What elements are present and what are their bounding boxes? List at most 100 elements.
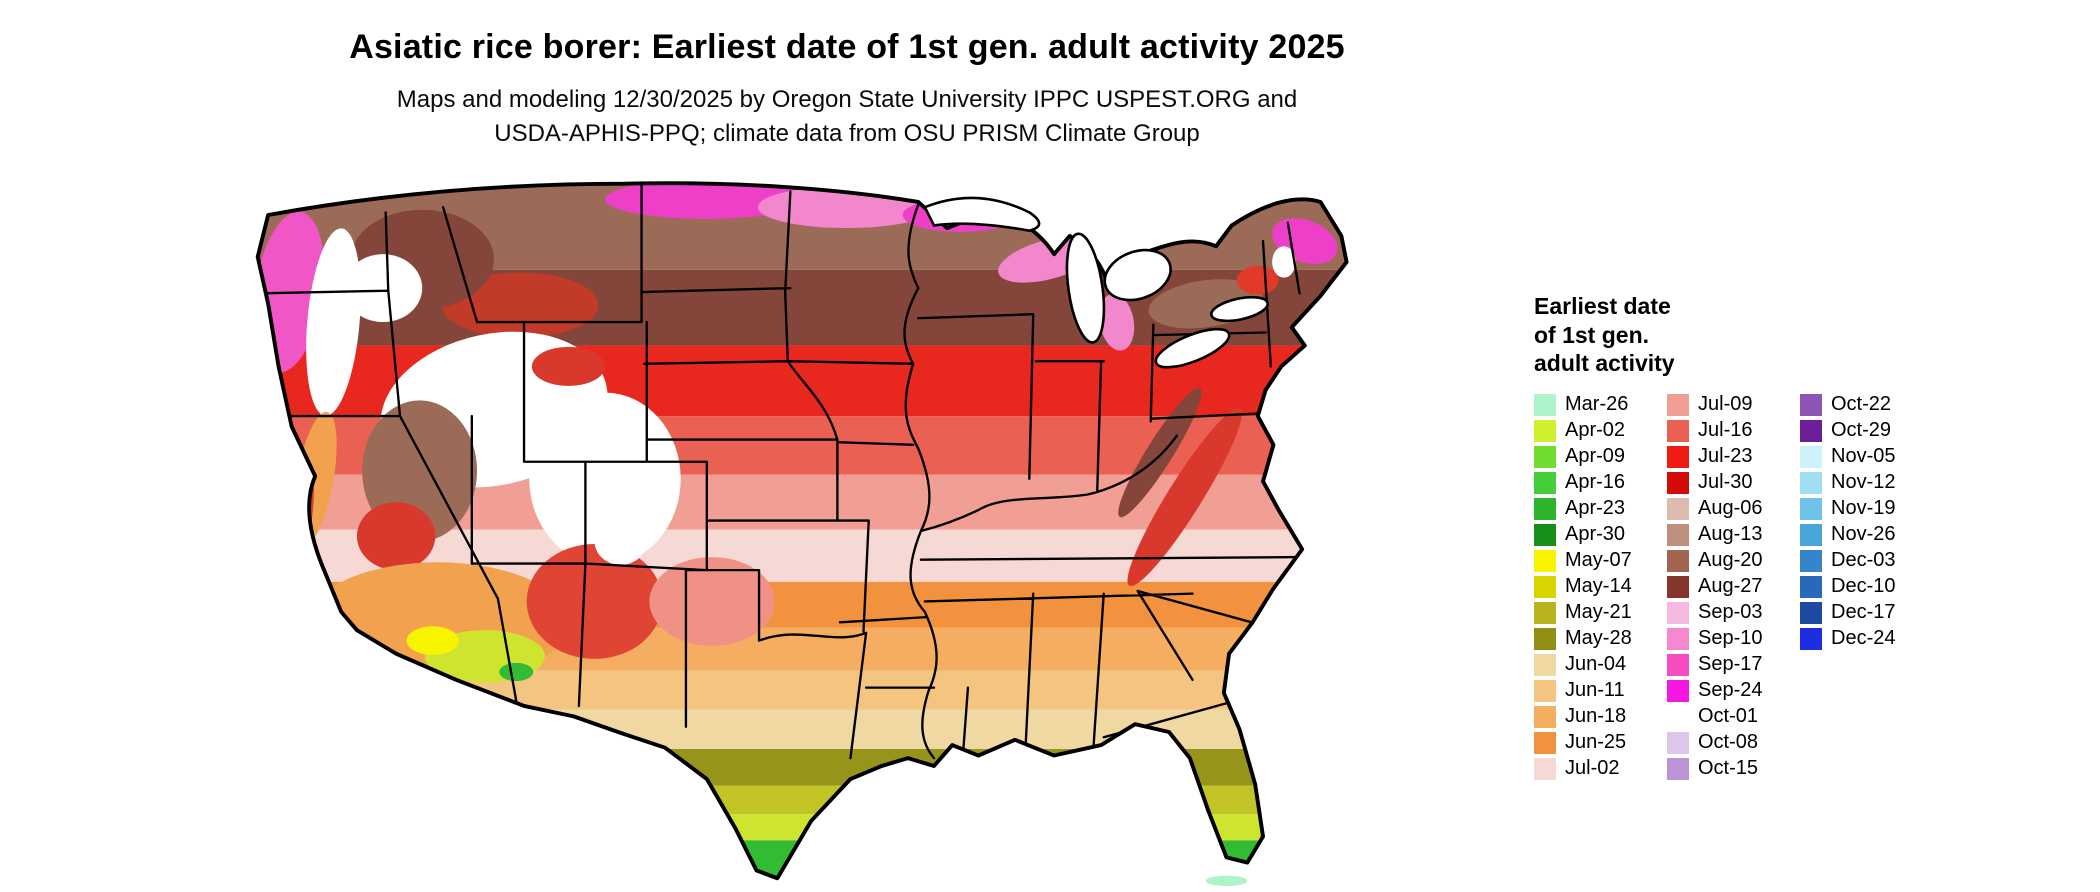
legend-color-swatch [1667,523,1689,546]
legend-color-swatch [1534,393,1556,416]
legend-color-swatch [1534,679,1556,702]
legend-entry: Jul-16 [1667,419,1800,442]
legend-color-swatch [1534,705,1556,728]
legend-entry: Apr-16 [1534,471,1667,494]
legend-date-label: Nov-05 [1831,445,1896,468]
legend-date-label: Dec-24 [1831,627,1896,650]
legend-date-label: Jul-02 [1565,757,1620,780]
legend-date-label: Dec-03 [1831,549,1896,572]
legend-entry: Dec-03 [1800,549,1933,572]
legend-entry: Jun-04 [1534,653,1667,676]
legend-color-swatch [1667,653,1689,676]
subtitle-line-2: USDA-APHIS-PPQ; climate data from OSU PR… [494,119,1200,147]
legend-entry: Jul-30 [1667,471,1800,494]
legend-entry: Apr-09 [1534,445,1667,468]
legend-date-label: Aug-27 [1698,575,1763,598]
legend-color-swatch [1534,627,1556,650]
legend-date-label: Sep-03 [1698,601,1763,624]
state-borders [260,183,1301,760]
map-subtitle: Maps and modeling 12/30/2025 by Oregon S… [0,83,1694,150]
legend-entry: Sep-10 [1667,627,1800,650]
legend-entry: Nov-26 [1800,523,1933,546]
legend-color-swatch [1667,601,1689,624]
legend-color-swatch [1667,393,1689,416]
legend-date-label: Sep-17 [1698,653,1763,676]
legend-color-swatch [1534,419,1556,442]
legend-entry: Oct-29 [1800,419,1933,442]
legend-date-label: Sep-24 [1698,679,1763,702]
legend-title-line-3: adult activity [1534,350,1675,377]
legend-date-label: Jun-25 [1565,731,1627,754]
legend-color-swatch [1800,575,1822,598]
legend-entry: Apr-23 [1534,497,1667,520]
legend-color-swatch [1800,445,1822,468]
legend-entry: Dec-10 [1800,575,1933,598]
legend-entry: Jul-23 [1667,445,1800,468]
legend-entry: Nov-19 [1800,497,1933,520]
legend-date-label: Nov-19 [1831,497,1896,520]
legend-date-label: Oct-29 [1831,419,1892,442]
legend-entry: Sep-24 [1667,679,1800,702]
legend-columns: Mar-26 Apr-02 Apr-09 Apr-16 Apr-23 Apr-30 May-… [1534,393,2100,780]
legend-entry: Apr-02 [1534,419,1667,442]
legend-color-swatch [1800,419,1822,442]
page-title: Asiatic rice borer: Earliest date of 1st… [349,28,1345,66]
legend-title: Earliest date of 1st gen. adult activity [1534,292,2100,378]
legend-date-label: Jul-30 [1698,471,1753,494]
legend-entry: May-07 [1534,549,1667,572]
great-lakes [923,196,1270,369]
legend-entry: May-28 [1534,627,1667,650]
legend-entry: Dec-24 [1800,627,1933,650]
legend-entry: Jun-18 [1534,705,1667,728]
legend-date-label: Jul-16 [1698,419,1753,442]
legend-date-label: Mar-26 [1565,393,1629,416]
legend-color-swatch [1667,445,1689,468]
us-choropleth-map [187,168,1493,890]
legend-date-label: Apr-02 [1565,419,1626,442]
legend-color-swatch [1667,705,1689,728]
legend-entry: Mar-26 [1534,393,1667,416]
legend-date-label: Apr-09 [1565,445,1626,468]
legend-color-swatch [1800,497,1822,520]
legend-date-label: Apr-16 [1565,471,1626,494]
legend-color-swatch [1534,757,1556,780]
legend-date-label: Jul-23 [1698,445,1753,468]
legend-entry: Aug-20 [1667,549,1800,572]
legend-column: Jul-09 Jul-16 Jul-23 Jul-30 Aug-06 Aug-13 Aug-… [1667,393,1800,780]
legend-entry: Jul-09 [1667,393,1800,416]
legend-color-swatch [1534,523,1556,546]
legend-date-label: Apr-30 [1565,523,1626,546]
legend-color-swatch [1534,497,1556,520]
legend-color-swatch [1667,731,1689,754]
legend-entry: Jun-25 [1534,731,1667,754]
legend-title-line-2: of 1st gen. [1534,321,1650,348]
subtitle-line-1: Maps and modeling 12/30/2025 by Oregon S… [396,86,1298,113]
legend-color-swatch [1667,419,1689,442]
legend-column: Mar-26 Apr-02 Apr-09 Apr-16 Apr-23 Apr-30 May-… [1534,393,1667,780]
legend-entry: Sep-17 [1667,653,1800,676]
map-header: Asiatic rice borer: Earliest date of 1st… [0,0,1694,150]
legend-color-swatch [1534,445,1556,468]
legend-date-label: Jun-04 [1565,653,1627,676]
legend-color-swatch [1667,627,1689,650]
legend-color-swatch [1800,471,1822,494]
legend-entry: Oct-15 [1667,757,1800,780]
legend-color-swatch [1534,471,1556,494]
legend-color-swatch [1667,471,1689,494]
legend-date-label: Aug-13 [1698,523,1763,546]
legend-color-swatch [1800,393,1822,416]
legend-entry: Apr-30 [1534,523,1667,546]
legend-entry: Jul-02 [1534,757,1667,780]
florida-keys-fringe [1205,875,1248,887]
legend-date-label: Oct-01 [1698,705,1759,728]
legend-date-label: Jun-18 [1565,705,1627,728]
legend-date-label: May-14 [1565,575,1632,598]
legend-color-swatch [1534,601,1556,624]
legend-color-swatch [1667,549,1689,572]
map-raster [257,183,1347,879]
legend-entry: Aug-06 [1667,497,1800,520]
legend-entry: Dec-17 [1800,601,1933,624]
legend-color-swatch [1800,523,1822,546]
legend-date-label: Nov-26 [1831,523,1896,546]
